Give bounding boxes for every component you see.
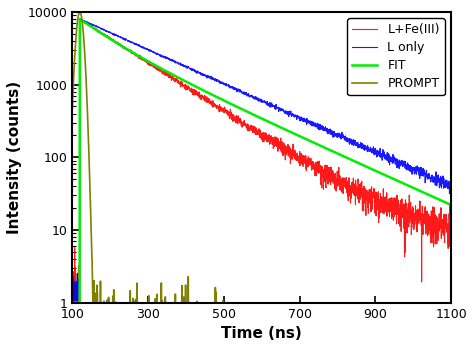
L+Fe(III) [69,301,75,305]
PROMPT [438,308,443,312]
PROMPT [90,308,96,312]
L only [438,180,443,184]
Line: FIT: FIT [72,19,451,303]
PROMPT [254,308,260,312]
FIT [69,301,75,305]
PROMPT [368,308,374,312]
L only [244,93,249,97]
L only [77,17,83,21]
L+Fe(III) [368,206,374,210]
FIT [89,25,95,29]
FIT [438,198,443,202]
L only [254,97,260,101]
Line: L only: L only [72,19,451,303]
FIT [244,109,249,113]
FIT [368,167,374,171]
L+Fe(III) [78,17,84,21]
L only [438,184,443,188]
L only [368,148,374,152]
FIT [254,114,260,118]
FIT [438,198,443,202]
L only [69,301,75,305]
PROMPT [448,308,454,312]
L+Fe(III) [89,25,95,29]
L+Fe(III) [244,126,249,130]
PROMPT [244,308,250,312]
L only [89,23,95,27]
Line: L+Fe(III): L+Fe(III) [72,19,451,303]
PROMPT [438,308,443,312]
L+Fe(III) [438,225,443,229]
PROMPT [89,253,95,257]
L+Fe(III) [448,219,454,223]
Y-axis label: Intensity (counts): Intensity (counts) [7,81,22,234]
FIT [77,17,82,21]
L only [448,192,454,197]
PROMPT [69,109,75,113]
Legend: L+Fe(III), L only, FIT, PROMPT: L+Fe(III), L only, FIT, PROMPT [347,18,445,95]
PROMPT [77,10,82,14]
X-axis label: Time (ns): Time (ns) [221,326,302,341]
Line: PROMPT: PROMPT [72,12,451,310]
L+Fe(III) [438,221,443,225]
L+Fe(III) [254,130,260,134]
FIT [448,203,454,207]
